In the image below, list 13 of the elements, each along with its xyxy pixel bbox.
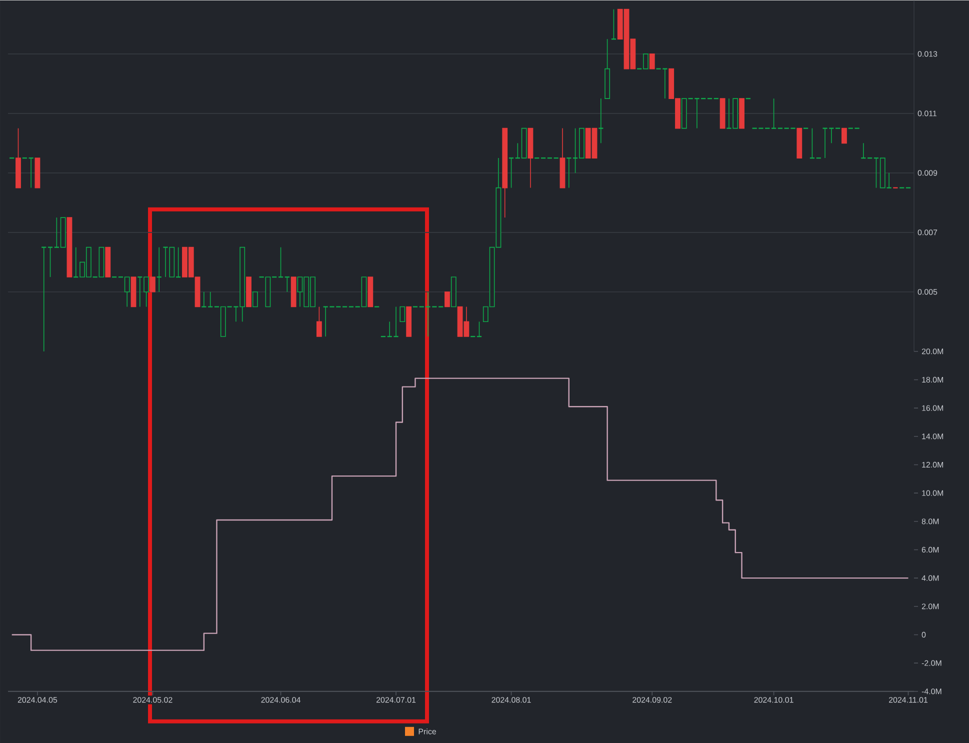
candlestick bbox=[201, 291, 207, 308]
candlestick bbox=[444, 291, 450, 307]
candlestick bbox=[316, 306, 322, 337]
candlestick bbox=[400, 306, 406, 322]
candlestick bbox=[598, 98, 604, 144]
candlestick bbox=[150, 276, 156, 292]
candlestick bbox=[770, 98, 777, 129]
candlestick bbox=[252, 291, 258, 307]
candlestick bbox=[842, 128, 847, 144]
candlestick bbox=[649, 53, 655, 70]
candlestick bbox=[207, 291, 214, 308]
candlestick bbox=[40, 246, 47, 352]
candlestick bbox=[47, 246, 54, 278]
